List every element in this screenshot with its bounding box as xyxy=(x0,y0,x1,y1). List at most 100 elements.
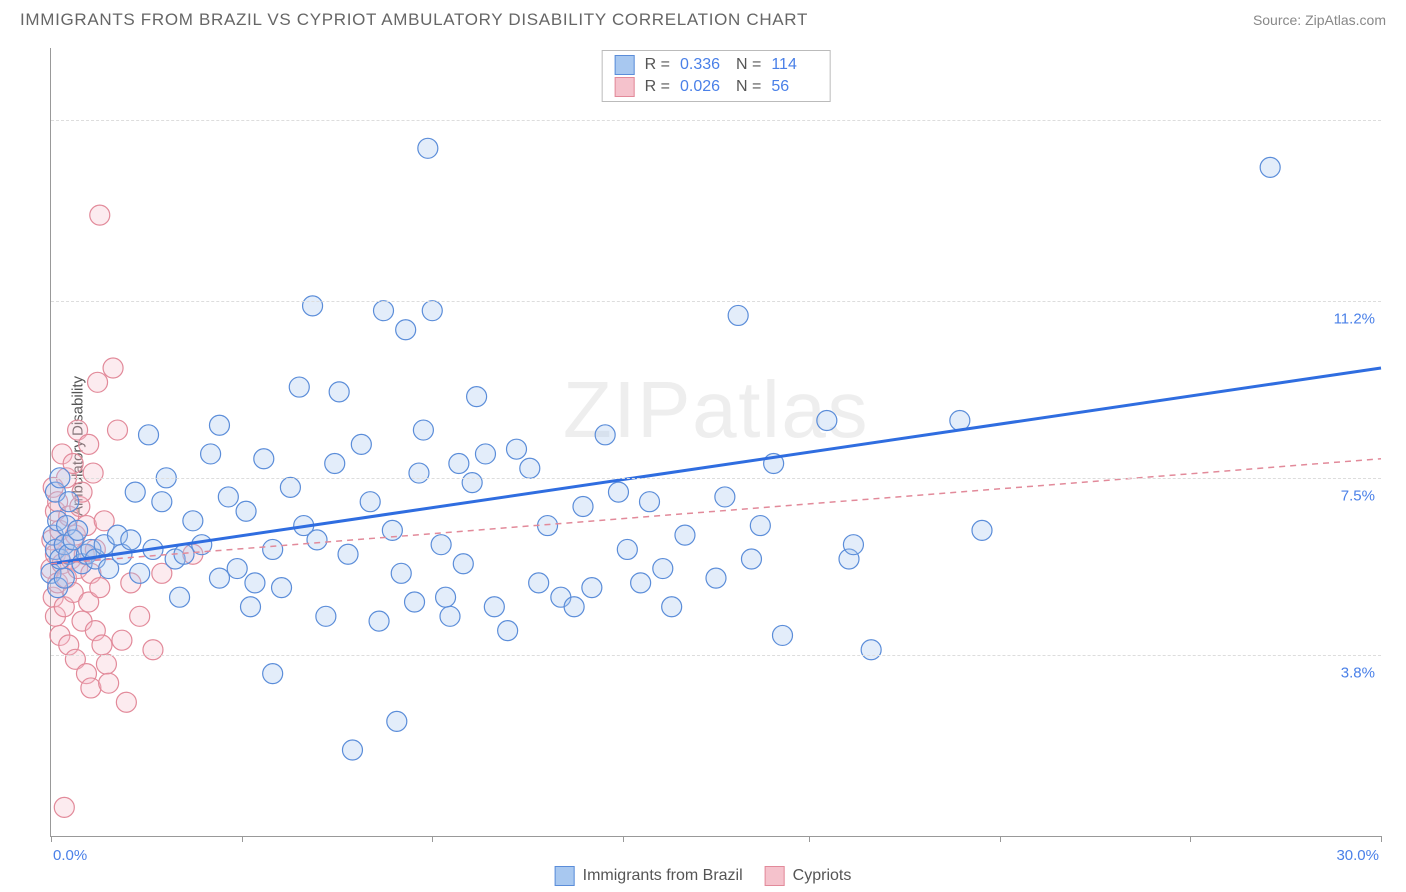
scatter-point-brazil xyxy=(54,568,74,588)
scatter-point-brazil xyxy=(573,496,593,516)
scatter-point-brazil xyxy=(675,525,695,545)
swatch-brazil xyxy=(555,866,575,886)
source-prefix: Source: xyxy=(1253,12,1305,28)
title-bar: IMMIGRANTS FROM BRAZIL VS CYPRIOT AMBULA… xyxy=(0,0,1406,36)
gridline xyxy=(51,655,1381,656)
scatter-point-brazil xyxy=(139,425,159,445)
y-tick-label: 7.5% xyxy=(1341,487,1375,504)
legend-row-brazil: R = 0.336 N = 114 xyxy=(615,55,818,75)
scatter-point-brazil xyxy=(484,597,504,617)
scatter-point-brazil xyxy=(431,535,451,555)
scatter-point-brazil xyxy=(338,544,358,564)
scatter-point-brazil xyxy=(582,578,602,598)
scatter-point-brazil xyxy=(236,501,256,521)
scatter-point-brazil xyxy=(728,305,748,325)
scatter-point-brazil xyxy=(59,492,79,512)
scatter-point-brazil xyxy=(520,458,540,478)
legend-label-brazil: Immigrants from Brazil xyxy=(583,867,743,885)
scatter-point-brazil xyxy=(640,492,660,512)
scatter-point-brazil xyxy=(595,425,615,445)
scatter-point-brazil xyxy=(170,587,190,607)
scatter-point-brazil xyxy=(449,453,469,473)
chart-title: IMMIGRANTS FROM BRAZIL VS CYPRIOT AMBULA… xyxy=(20,10,808,30)
scatter-point-brazil xyxy=(715,487,735,507)
scatter-point-brazil xyxy=(498,621,518,641)
scatter-point-brazil xyxy=(68,520,88,540)
scatter-point-brazil xyxy=(843,535,863,555)
scatter-point-brazil xyxy=(209,568,229,588)
series-legend: Immigrants from Brazil Cypriots xyxy=(555,866,852,886)
scatter-point-brazil xyxy=(507,439,527,459)
scatter-point-brazil xyxy=(369,611,389,631)
n-value-cypriots: 56 xyxy=(771,78,817,96)
scatter-point-brazil xyxy=(360,492,380,512)
n-label: N = xyxy=(736,56,761,74)
gridline xyxy=(51,301,1381,302)
scatter-point-brazil xyxy=(409,463,429,483)
scatter-point-cypriots xyxy=(108,420,128,440)
scatter-point-brazil xyxy=(391,563,411,583)
scatter-point-cypriots xyxy=(96,654,116,674)
scatter-plot-svg xyxy=(51,48,1381,836)
scatter-point-brazil xyxy=(436,587,456,607)
scatter-point-brazil xyxy=(413,420,433,440)
scatter-point-cypriots xyxy=(83,463,103,483)
x-min-label: 0.0% xyxy=(53,847,87,864)
r-label: R = xyxy=(645,56,670,74)
r-value-brazil: 0.336 xyxy=(680,56,726,74)
x-tick-mark xyxy=(1000,836,1001,842)
scatter-point-brazil xyxy=(972,520,992,540)
scatter-point-brazil xyxy=(263,664,283,684)
y-tick-label: 3.8% xyxy=(1341,664,1375,681)
scatter-point-brazil xyxy=(418,138,438,158)
scatter-point-cypriots xyxy=(99,673,119,693)
scatter-point-cypriots xyxy=(54,797,74,817)
scatter-point-brazil xyxy=(773,625,793,645)
scatter-point-cypriots xyxy=(130,606,150,626)
legend-item-cypriots: Cypriots xyxy=(765,866,852,886)
scatter-point-brazil xyxy=(209,415,229,435)
scatter-point-brazil xyxy=(817,411,837,431)
r-label: R = xyxy=(645,78,670,96)
scatter-point-brazil xyxy=(405,592,425,612)
legend-label-cypriots: Cypriots xyxy=(793,867,852,885)
scatter-point-brazil xyxy=(440,606,460,626)
scatter-point-brazil xyxy=(608,482,628,502)
scatter-point-cypriots xyxy=(143,640,163,660)
x-tick-mark xyxy=(1190,836,1191,842)
scatter-point-brazil xyxy=(280,477,300,497)
x-tick-mark xyxy=(432,836,433,842)
x-tick-mark xyxy=(242,836,243,842)
scatter-point-brazil xyxy=(241,597,261,617)
gridline xyxy=(51,478,1381,479)
scatter-point-cypriots xyxy=(116,692,136,712)
correlation-legend: R = 0.336 N = 114 R = 0.026 N = 56 xyxy=(602,50,831,102)
scatter-point-brazil xyxy=(741,549,761,569)
scatter-point-brazil xyxy=(316,606,336,626)
scatter-point-brazil xyxy=(272,578,292,598)
scatter-point-brazil xyxy=(254,449,274,469)
scatter-point-brazil xyxy=(289,377,309,397)
scatter-point-brazil xyxy=(307,530,327,550)
scatter-point-brazil xyxy=(329,382,349,402)
scatter-point-cypriots xyxy=(92,635,112,655)
scatter-point-brazil xyxy=(617,539,637,559)
scatter-point-brazil xyxy=(538,516,558,536)
x-max-label: 30.0% xyxy=(1336,847,1379,864)
source-attribution: Source: ZipAtlas.com xyxy=(1253,12,1386,28)
n-value-brazil: 114 xyxy=(771,56,817,74)
scatter-point-brazil xyxy=(396,320,416,340)
scatter-point-cypriots xyxy=(81,678,101,698)
scatter-point-brazil xyxy=(564,597,584,617)
scatter-point-brazil xyxy=(351,434,371,454)
x-tick-mark xyxy=(51,836,52,842)
scatter-point-brazil xyxy=(1260,157,1280,177)
scatter-point-cypriots xyxy=(112,630,132,650)
scatter-point-brazil xyxy=(325,453,345,473)
n-label: N = xyxy=(736,78,761,96)
gridline xyxy=(51,120,1381,121)
y-tick-label: 11.2% xyxy=(1334,311,1375,328)
scatter-point-brazil xyxy=(374,301,394,321)
legend-item-brazil: Immigrants from Brazil xyxy=(555,866,743,886)
scatter-point-brazil xyxy=(263,539,283,559)
